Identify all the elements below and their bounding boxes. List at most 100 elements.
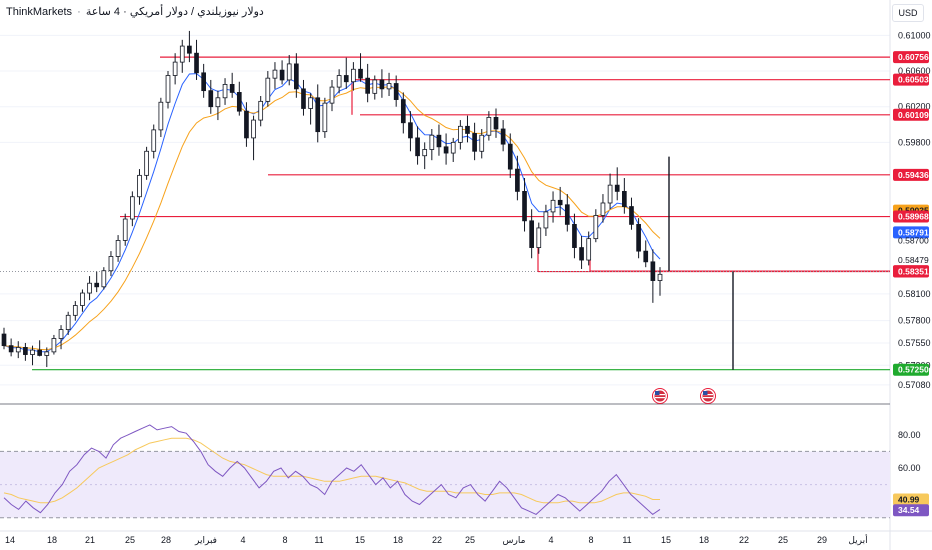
candlesticks — [1, 30, 663, 368]
price-label: 0.58700 — [898, 235, 929, 245]
time-axis[interactable]: 14 18 21 25 28 فبراير 4 8 11 15 18 22 25 مارس 4 8 11 15 18… — [5, 534, 868, 545]
level-price-tag-bg — [893, 73, 929, 86]
level-price-tag: 0.59436 — [893, 168, 929, 181]
currency-button[interactable]: USD — [892, 4, 924, 22]
time-tick-label: 8 — [282, 535, 287, 545]
time-tick-label: 21 — [85, 535, 95, 545]
time-tick-label: 18 — [393, 535, 403, 545]
candle-body — [194, 52, 199, 74]
candle-body — [386, 83, 392, 90]
candle-body — [301, 88, 306, 109]
level-price-tag-text: 0.60503 — [898, 75, 929, 85]
candle-body — [607, 184, 613, 204]
chart-header: ThinkMarkets · دولار نيوزيلندي / دولار أ… — [6, 5, 264, 18]
candle-body — [529, 220, 534, 248]
candle-body — [400, 99, 406, 124]
candle-body — [251, 119, 256, 139]
candle-body — [8, 345, 14, 353]
candle-body — [408, 122, 413, 139]
candle-body — [229, 84, 235, 93]
candle-body — [44, 351, 50, 356]
candle-body — [37, 349, 42, 356]
event-flags[interactable] — [652, 388, 716, 404]
level-price-tag-text: 0.60109 — [898, 110, 929, 120]
candle-body — [222, 84, 228, 99]
candle-body — [614, 184, 620, 192]
candle-body — [272, 69, 278, 79]
candle-body — [15, 347, 21, 353]
candle-body — [358, 68, 363, 79]
time-tick-label: 25 — [125, 535, 135, 545]
candle-body — [365, 77, 370, 94]
candle-body — [643, 250, 649, 263]
candle-body — [636, 223, 641, 252]
candle-body — [80, 292, 85, 306]
us-flag-icon[interactable] — [700, 388, 716, 404]
candle-body — [101, 270, 107, 288]
price-tick-label: 0.61000 — [898, 30, 931, 40]
time-tick-label: 28 — [161, 535, 171, 545]
rsi-ma-value-tag: 40.99 — [893, 493, 929, 506]
candle-body — [572, 223, 577, 248]
rsi-pane — [0, 424, 890, 519]
rsi-ma-value-tag-bg — [893, 493, 929, 506]
candle-body — [115, 240, 121, 257]
level-price-tag: 0.58351 — [893, 265, 929, 278]
time-tick-label: مارس — [503, 535, 526, 545]
price-tick-label: 0.60600 — [898, 66, 931, 76]
ema-slow-line — [3, 86, 661, 351]
flag-stripe — [703, 397, 713, 399]
candle-body — [315, 97, 321, 133]
candle-body — [479, 134, 485, 152]
symbol-description: دولار نيوزيلندي / دولار أمريكي · 4 ساعة — [85, 6, 264, 18]
time-tick-label: 25 — [778, 535, 788, 545]
rsi-value-tag-text: 34.54 — [898, 505, 920, 515]
time-tick-label: 11 — [622, 535, 631, 545]
candle-body — [379, 79, 385, 90]
candle-body — [58, 329, 64, 339]
candle-body — [629, 206, 634, 225]
price-tick-label: 0.57550 — [898, 338, 931, 348]
flag-canton — [703, 391, 708, 395]
candle-body — [236, 92, 242, 112]
candle-body — [87, 282, 92, 294]
candle-body — [586, 238, 592, 261]
level-price-tag: 0.60503 — [893, 73, 929, 86]
header-separator: · — [77, 6, 81, 18]
candle-body — [415, 137, 420, 157]
level-price-tag-bg — [893, 210, 929, 223]
time-tick-label: 18 — [47, 535, 57, 545]
candle-body — [458, 125, 463, 143]
support-price-tag-bg — [893, 363, 929, 376]
candle-body — [522, 190, 527, 222]
us-flag-icon[interactable] — [652, 388, 668, 404]
candle-body — [208, 90, 214, 108]
level-price-tag-bg — [893, 265, 929, 278]
candle-body — [65, 314, 71, 330]
candle-body — [137, 174, 142, 198]
candle-body — [72, 305, 78, 316]
candle-body — [593, 215, 599, 240]
price-axis[interactable]: 0.61000 0.60600 0.60200 0.59800 0.58100 0.578… — [893, 30, 931, 517]
candle-body — [179, 45, 185, 63]
candle-body — [94, 282, 100, 288]
candle-body — [622, 190, 627, 207]
flag-canton — [655, 391, 660, 395]
time-tick-label: 22 — [739, 535, 749, 545]
time-tick-label: 15 — [661, 535, 671, 545]
candle-body — [557, 199, 563, 206]
candle-body — [443, 146, 449, 154]
candle-body — [201, 72, 206, 92]
rsi-value-tag-bg — [893, 504, 929, 517]
price-tick-label: 0.60200 — [898, 102, 931, 112]
rsi-line — [3, 424, 661, 516]
time-tick-label: فبراير — [194, 535, 217, 545]
candle-body — [329, 86, 335, 104]
flag-stripe — [655, 394, 665, 396]
drawing-tools[interactable] — [668, 156, 734, 370]
candle-body — [144, 150, 149, 176]
price-tick-label: 0.57800 — [898, 316, 931, 326]
candle-body — [215, 97, 221, 108]
